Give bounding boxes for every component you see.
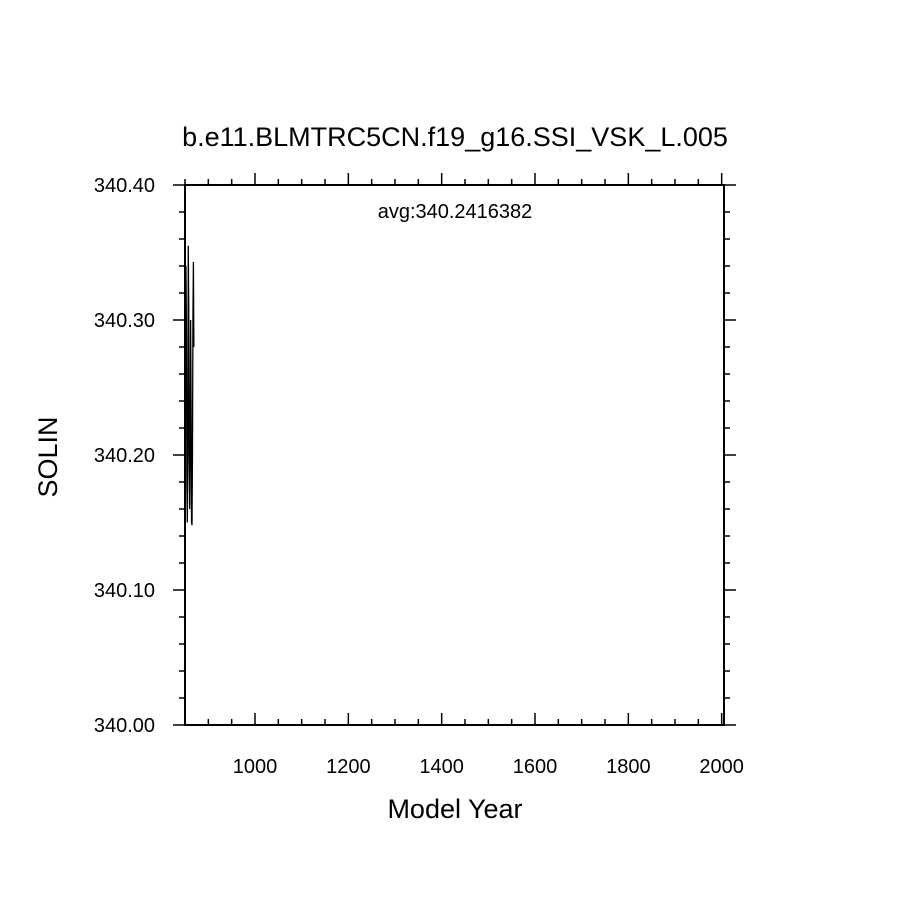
x-tick-label: 1800 — [606, 756, 651, 778]
avg-annotation: avg:340.2416382 — [378, 201, 533, 223]
x-tick-label: 1600 — [513, 756, 558, 778]
plot-frame — [184, 184, 725, 726]
x-tick-label: 1200 — [326, 756, 371, 778]
x-axis-label: Model Year — [387, 794, 522, 824]
y-tick-label: 340.40 — [94, 175, 155, 197]
chart-title: b.e11.BLMTRC5CN.f19_g16.SSI_VSK_L.005 — [182, 122, 728, 152]
x-axis-tick-labels: 1000 1200 1400 1600 1800 2000 — [233, 756, 744, 778]
y-tick-label: 340.30 — [94, 310, 155, 332]
x-tick-label: 1000 — [233, 756, 278, 778]
series-layer — [184, 245, 195, 526]
y-axis-ticks — [173, 184, 736, 726]
x-tick-label: 1400 — [419, 756, 464, 778]
y-axis-tick-labels: 340.00 340.10 340.20 340.30 340.40 — [94, 175, 155, 737]
y-axis-label: SOLIN — [33, 416, 63, 497]
x-tick-label: 2000 — [699, 756, 744, 778]
series-line — [184, 245, 195, 526]
x-axis-ticks — [184, 173, 723, 725]
y-tick-label: 340.00 — [94, 715, 155, 737]
y-tick-label: 340.20 — [94, 445, 155, 467]
y-tick-label: 340.10 — [94, 580, 155, 602]
